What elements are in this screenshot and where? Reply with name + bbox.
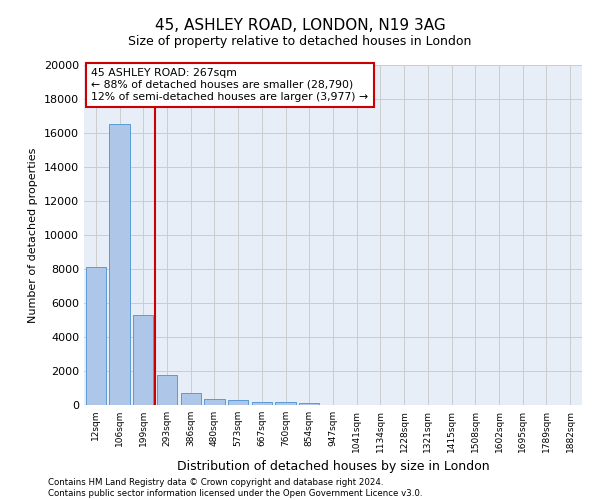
Y-axis label: Number of detached properties: Number of detached properties bbox=[28, 148, 38, 322]
Bar bbox=[299, 404, 319, 405]
X-axis label: Distribution of detached houses by size in London: Distribution of detached houses by size … bbox=[176, 460, 490, 473]
Text: Size of property relative to detached houses in London: Size of property relative to detached ho… bbox=[128, 35, 472, 48]
Bar bbox=[86, 268, 106, 405]
Text: 45, ASHLEY ROAD, LONDON, N19 3AG: 45, ASHLEY ROAD, LONDON, N19 3AG bbox=[155, 18, 445, 32]
Bar bbox=[205, 399, 224, 405]
Bar bbox=[228, 400, 248, 405]
Bar bbox=[109, 124, 130, 405]
Text: 45 ASHLEY ROAD: 267sqm
← 88% of detached houses are smaller (28,790)
12% of semi: 45 ASHLEY ROAD: 267sqm ← 88% of detached… bbox=[91, 68, 368, 102]
Bar bbox=[157, 375, 177, 405]
Bar bbox=[275, 402, 296, 405]
Text: Contains HM Land Registry data © Crown copyright and database right 2024.
Contai: Contains HM Land Registry data © Crown c… bbox=[48, 478, 422, 498]
Bar bbox=[133, 315, 154, 405]
Bar bbox=[252, 402, 272, 405]
Bar bbox=[181, 393, 201, 405]
